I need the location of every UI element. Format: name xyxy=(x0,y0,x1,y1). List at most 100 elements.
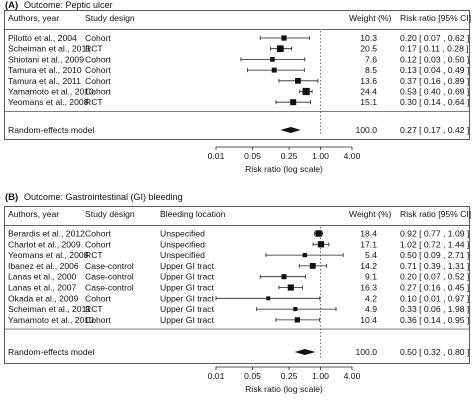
panel-label: (B) xyxy=(5,192,18,203)
study-risk-ratio: 1.02 [ 0.72 , 1.44 ] xyxy=(400,239,469,249)
study-weight: 10.3 xyxy=(360,33,377,43)
study-location: Upper GI tract xyxy=(160,315,215,325)
column-header-design: Study design xyxy=(85,209,135,219)
column-header-authors: Authors, year xyxy=(8,209,59,219)
study-author: Shiotani et al., 2009 xyxy=(8,54,84,64)
point-estimate xyxy=(266,296,271,301)
study-risk-ratio: 0.36 [ 0.14 , 0.95 ] xyxy=(400,315,469,325)
x-axis-label: Risk ratio (log scale) xyxy=(245,164,323,174)
x-tick-label: 0.25 xyxy=(281,371,298,381)
study-design: Case-control xyxy=(85,283,134,293)
study-author: Lanas et al., 2007 xyxy=(8,283,77,293)
study-author: Scheiman et al., 2011 xyxy=(8,44,91,54)
study-author: Lanas et al., 2000 xyxy=(8,272,77,282)
study-design: Cohort xyxy=(85,293,111,303)
x-tick-label: 4.00 xyxy=(344,151,361,161)
study-risk-ratio: 0.50 [ 0.09 , 2.71 ] xyxy=(400,250,469,260)
study-author: Pilotto et al., 2004 xyxy=(8,33,77,43)
study-risk-ratio: 0.27 [ 0.16 , 0.45 ] xyxy=(400,283,469,293)
summary-diamond xyxy=(294,349,316,355)
panel-b: (B) Outcome: Gastrointestinal (GI) bleedi… xyxy=(4,192,471,394)
study-weight: 20.5 xyxy=(360,44,377,54)
study-risk-ratio: 0.92 [ 0.77 , 1.09 ] xyxy=(400,229,469,239)
study-design: Cohort xyxy=(85,87,111,97)
x-tick-label: 1.00 xyxy=(312,371,329,381)
study-author: Tamura et al., 2010 xyxy=(8,65,82,75)
study-author: Okada et al., 2009 xyxy=(8,293,78,303)
point-estimate xyxy=(315,230,322,237)
study-location: Upper GI tract xyxy=(160,261,215,271)
study-author: Ibanez et al., 2006 xyxy=(8,261,79,271)
x-tick-label: 1.00 xyxy=(312,151,329,161)
x-tick-label: 4.00 xyxy=(344,371,361,381)
study-location: Upper GI tract xyxy=(160,283,215,293)
panel-label: (A) xyxy=(5,0,18,11)
point-estimate xyxy=(309,262,316,269)
point-estimate xyxy=(281,274,287,280)
point-estimate xyxy=(290,99,297,106)
study-risk-ratio: 0.10 [ 0.01 , 0.97 ] xyxy=(400,293,469,303)
study-risk-ratio: 0.33 [ 0.06 , 1.98 ] xyxy=(400,304,469,314)
study-design: Cohort xyxy=(85,33,111,43)
summary-weight: 100.0 xyxy=(355,347,377,357)
point-estimate xyxy=(276,45,284,53)
column-header-weight: Weight (%) xyxy=(349,209,391,219)
study-location: Upper GI tract xyxy=(160,304,215,314)
study-weight: 16.3 xyxy=(360,283,377,293)
column-header-design: Study design xyxy=(85,13,135,23)
study-risk-ratio: 0.12 [ 0.03 , 0.50 ] xyxy=(400,54,469,64)
study-weight: 9.1 xyxy=(365,272,377,282)
study-author: Yamamoto et al., 2010 xyxy=(8,315,94,325)
study-author: Tamura et al., 2011 xyxy=(8,76,81,86)
table-frame xyxy=(4,10,470,140)
point-estimate xyxy=(271,67,277,73)
study-author: Yeomans et al., 2008 xyxy=(8,97,89,107)
study-design: Case-control xyxy=(85,261,134,271)
point-estimate xyxy=(294,317,300,323)
study-risk-ratio: 0.53 [ 0.40 , 0.69 ] xyxy=(400,87,469,97)
point-estimate xyxy=(281,35,287,41)
study-risk-ratio: 0.17 [ 0.11 , 0.28 ] xyxy=(400,44,469,54)
study-weight: 13.6 xyxy=(360,76,377,86)
study-weight: 24.4 xyxy=(360,87,377,97)
panel-a: (A) Outcome: Peptic ulcer Authors, year Stu… xyxy=(4,0,471,174)
point-estimate xyxy=(302,87,310,96)
table-frame xyxy=(4,206,470,364)
study-weight: 4.2 xyxy=(365,293,377,303)
x-tick-label: 0.05 xyxy=(244,371,261,381)
point-estimate xyxy=(293,307,298,312)
x-axis-label: Risk ratio (log scale) xyxy=(245,384,323,394)
x-tick-label: 0.05 xyxy=(244,151,261,161)
column-header-risk-ratio: Risk ratio [95% CI] xyxy=(400,209,471,219)
study-risk-ratio: 0.13 [ 0.04 , 0.49 ] xyxy=(400,65,469,75)
study-author: Scheiman et al., 2011 xyxy=(8,304,91,314)
column-header-authors: Authors, year xyxy=(8,13,59,23)
study-risk-ratio: 0.20 [ 0.07 , 0.52 ] xyxy=(400,272,469,282)
panel-title: Outcome: Gastrointestinal (GI) bleeding xyxy=(24,192,183,202)
study-design: RCT xyxy=(85,97,103,107)
study-author: Charlot et al., 2009 xyxy=(8,239,81,249)
study-design: Cohort xyxy=(85,65,111,75)
study-risk-ratio: 0.30 [ 0.14 , 0.64 ] xyxy=(400,97,469,107)
study-weight: 17.1 xyxy=(360,239,377,249)
x-tick-label: 0.25 xyxy=(281,151,298,161)
study-weight: 7.6 xyxy=(365,54,377,64)
study-design: RCT xyxy=(85,250,103,260)
column-header-weight: Weight (%) xyxy=(349,13,391,23)
study-weight: 14.2 xyxy=(360,261,377,271)
study-location: Unspecified xyxy=(160,250,205,260)
study-location: Upper GI tract xyxy=(160,272,215,282)
study-design: RCT xyxy=(85,304,103,314)
point-estimate xyxy=(295,77,301,84)
summary-diamond xyxy=(280,127,301,133)
point-estimate xyxy=(317,241,325,248)
summary-weight: 100.0 xyxy=(355,125,377,135)
study-design: RCT xyxy=(85,44,103,54)
study-author: Yeomans et al., 2008 xyxy=(8,250,89,260)
study-author: Yamamoto et al., 2010 xyxy=(8,87,94,97)
summary-label: Random-effects model xyxy=(8,347,94,357)
study-risk-ratio: 0.71 [ 0.39 , 1.31 ] xyxy=(400,261,469,271)
study-design: Cohort xyxy=(85,315,111,325)
panel-title: Outcome: Peptic ulcer xyxy=(24,0,113,10)
study-design: Cohort xyxy=(85,229,111,239)
